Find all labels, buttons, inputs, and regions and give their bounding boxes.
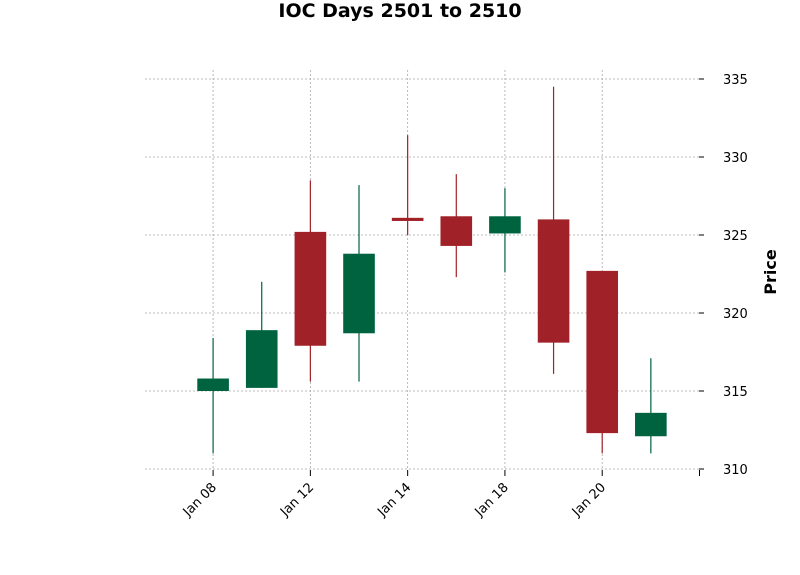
candle-body (245, 330, 278, 388)
candle-body (489, 216, 521, 234)
candle-body (294, 231, 327, 346)
x-tick-label: Jan 12 (277, 480, 317, 520)
y-tick-label: 325 (723, 229, 748, 244)
y-tick-label: 330 (723, 151, 748, 166)
y-axis: 310 315 320 325 330 335 (699, 73, 748, 478)
x-axis: Jan 08 Jan 12 Jan 14 Jan 18 Jan 20 (180, 470, 700, 520)
candle-body (197, 378, 229, 391)
candle-body (391, 217, 424, 221)
y-axis-label: Price (761, 249, 780, 295)
grid-layer (145, 70, 699, 470)
x-tick-label: Jan 08 (180, 480, 220, 520)
candle-body (586, 270, 619, 434)
x-tick-label: Jan 20 (569, 480, 609, 520)
candle-body (440, 216, 473, 246)
candle-body (343, 253, 375, 334)
x-tick-label: Jan 14 (374, 480, 414, 520)
candle-body (537, 219, 570, 343)
candle-layer (197, 86, 667, 454)
y-tick-label: 335 (723, 73, 748, 88)
y-tick-label: 320 (723, 307, 748, 322)
candle-body (635, 412, 667, 437)
y-tick-label: 310 (723, 463, 748, 478)
x-tick-label: Jan 18 (472, 480, 512, 520)
chart-title: IOC Days 2501 to 2510 (278, 0, 521, 22)
y-tick-label: 315 (723, 385, 748, 400)
